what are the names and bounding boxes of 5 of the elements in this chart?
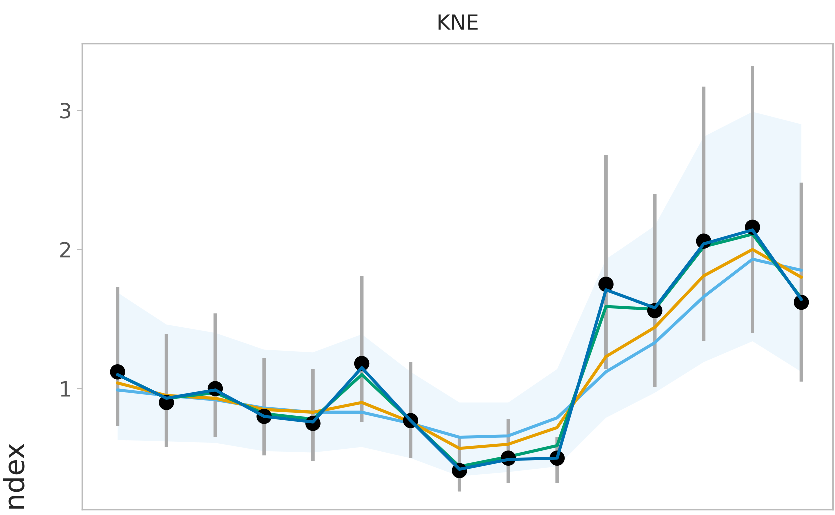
y-tick-label: 1	[61, 382, 70, 397]
y-axis-title: ndex	[3, 444, 25, 509]
chart-title: KNE	[438, 14, 478, 30]
y-tick-label: 2	[60, 242, 70, 258]
y-tick-label: 3	[60, 103, 71, 119]
